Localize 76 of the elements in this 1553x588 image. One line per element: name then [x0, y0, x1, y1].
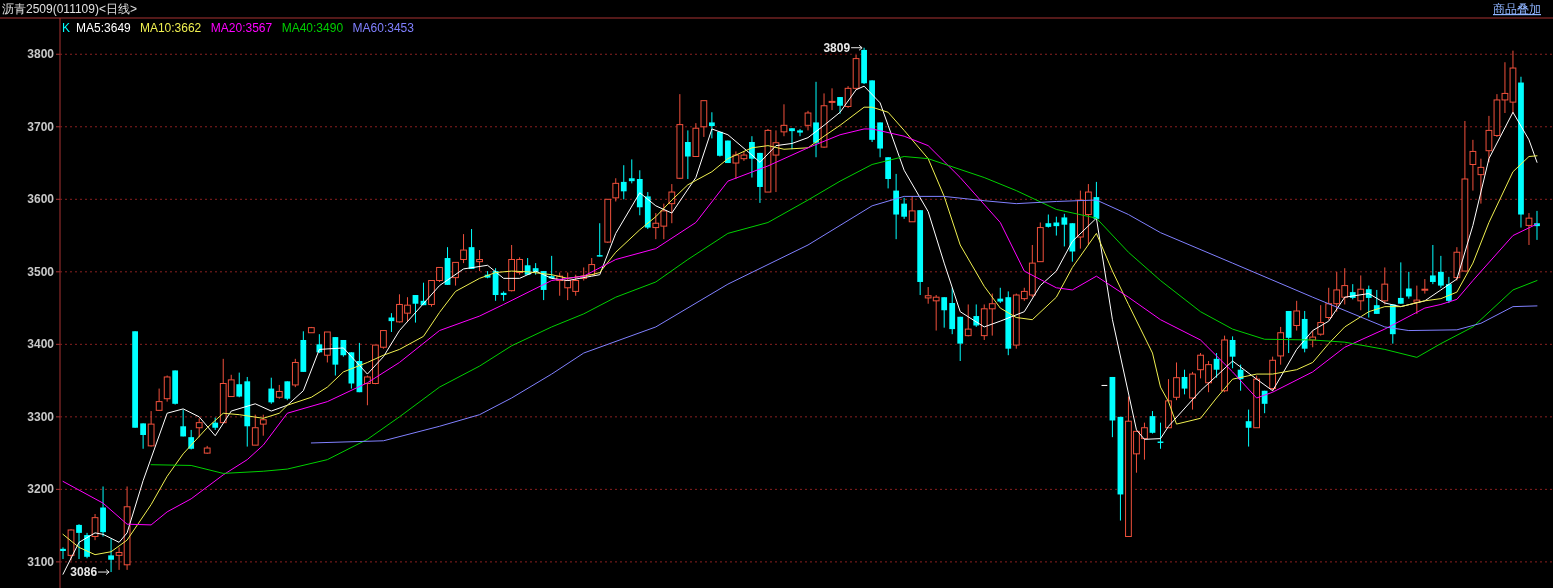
candlestick: [1293, 300, 1301, 332]
y-tick-label: 3800: [27, 47, 55, 62]
y-tick-label: 3600: [27, 192, 55, 207]
candlestick: [284, 380, 291, 401]
candlestick: [140, 422, 146, 450]
candlestick: [1405, 271, 1412, 300]
candlestick: [804, 110, 812, 131]
candlestick: [1429, 244, 1436, 285]
y-tick-label: 3200: [27, 482, 55, 497]
candlestick: [885, 156, 891, 189]
candlestick: [476, 249, 483, 272]
candlestick: [460, 233, 467, 264]
candlestick: [709, 111, 715, 139]
candlestick: [452, 261, 459, 287]
candlestick: [1181, 369, 1188, 395]
candlestick: [291, 358, 299, 388]
candlestick: [1413, 285, 1421, 315]
candlestick: [412, 294, 419, 324]
candlestick: [908, 195, 916, 223]
candlestick: [620, 164, 627, 200]
candlestick: [964, 303, 972, 337]
candlestick: [901, 197, 908, 220]
candlestick: [941, 296, 948, 329]
candlestick: [1061, 213, 1068, 247]
candlestick: [108, 538, 114, 573]
candlestick: [91, 513, 99, 541]
candlestick: [1277, 326, 1285, 366]
text: K: [62, 21, 71, 35]
text: MA10:3662: [139, 21, 202, 35]
candlestick: [668, 183, 676, 224]
line-series: [310, 195, 1538, 444]
candlestick: [717, 131, 723, 158]
candlestick: [1245, 409, 1252, 448]
text: MA40:3490: [281, 21, 344, 35]
candlestick: [155, 388, 163, 411]
y-tick-label: 3300: [27, 409, 55, 424]
annotation: 3086: [70, 565, 98, 580]
candlestick: [1469, 139, 1477, 192]
candlestick: [1173, 361, 1180, 401]
candlestick: [813, 81, 819, 158]
annotation: 3809: [823, 40, 851, 55]
candlestick: [1397, 261, 1404, 305]
candlestick: [236, 372, 243, 398]
candlestick: [789, 127, 795, 150]
candlestick: [893, 173, 900, 240]
candlestick: [76, 523, 82, 560]
text: MA60:3453: [352, 21, 415, 35]
candlestick: [780, 103, 788, 137]
chart-title: 沥青2509(011109)<日线>: [2, 2, 137, 16]
candlestick: [180, 409, 187, 437]
candlestick: [596, 222, 603, 258]
text: MA20:3567: [210, 21, 273, 35]
text: 商品叠加: [1493, 2, 1541, 16]
candlestick: [163, 375, 171, 403]
candlestick: [251, 414, 259, 446]
candlestick: [612, 177, 620, 202]
y-tick-label: 3700: [27, 119, 55, 134]
text: MA5:3649: [76, 21, 132, 35]
y-tick-label: 3500: [27, 264, 55, 279]
candlestick: [1381, 266, 1389, 305]
candlestick: [268, 377, 275, 405]
candlestick: [316, 333, 323, 354]
candlestick: [323, 331, 331, 363]
candlestick: [797, 128, 803, 137]
line-series: [150, 156, 1538, 474]
candlestick: [684, 129, 691, 180]
candlestick: [1477, 158, 1485, 205]
candlestick: [1437, 255, 1444, 289]
candlestick: [828, 87, 836, 111]
candlestick: [1525, 212, 1533, 246]
candlestick: [628, 158, 635, 184]
candlestick: [259, 414, 267, 437]
y-tick-label: 3400: [27, 337, 55, 352]
candlestick: [147, 410, 155, 448]
candlestick: [1189, 371, 1196, 411]
y-tick-label: 3100: [27, 554, 55, 569]
